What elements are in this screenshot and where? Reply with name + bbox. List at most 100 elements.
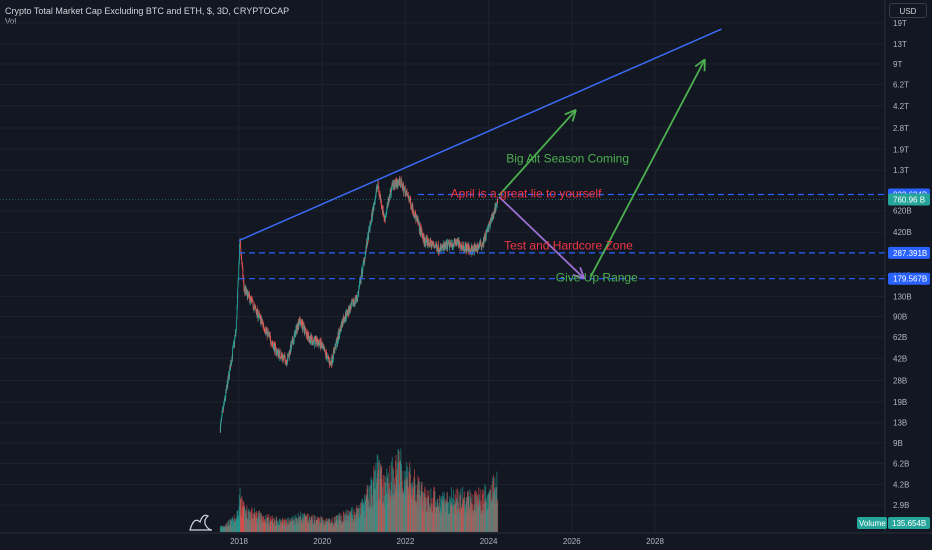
volume-bar — [226, 522, 228, 532]
candle-body — [351, 300, 353, 304]
candle-body — [221, 417, 223, 419]
currency-selector[interactable]: USD — [889, 3, 927, 18]
candle-body — [267, 331, 268, 337]
candle-body — [366, 241, 368, 245]
candle-body — [272, 343, 274, 346]
candle-body — [243, 278, 244, 282]
candle-body — [395, 179, 397, 188]
candle-body — [367, 235, 369, 245]
candle-body — [433, 244, 435, 246]
dinosaur-logo-icon — [189, 514, 213, 531]
candle-body — [248, 294, 250, 296]
candle-body — [357, 294, 359, 300]
candle-body — [280, 357, 282, 359]
grid — [0, 0, 885, 533]
candle-body — [249, 297, 251, 302]
volume-bar — [497, 499, 499, 532]
volume-bar — [364, 494, 366, 532]
candle-body — [366, 241, 368, 250]
candle-body — [270, 342, 272, 345]
annotation-text[interactable]: April is a great lie to yourself — [451, 186, 602, 200]
candle-body — [322, 346, 323, 348]
up-arrow-short-icon[interactable] — [498, 109, 577, 196]
candle-body — [392, 183, 394, 187]
candle-body — [400, 184, 401, 186]
price-tick-label: 1.3T — [893, 166, 909, 175]
candle-body — [394, 180, 396, 184]
candle-body — [385, 215, 387, 217]
candle-body — [421, 231, 423, 236]
candle-body — [419, 225, 421, 232]
candle-body — [373, 203, 375, 208]
resistance-trendline[interactable] — [238, 28, 722, 242]
candle-body — [238, 265, 240, 279]
candle-body — [241, 255, 242, 261]
candle-body — [496, 204, 498, 206]
price-tick-label: 4.2T — [893, 102, 909, 111]
price-tag-label: 287.391B — [893, 249, 927, 258]
candle-body — [258, 313, 260, 317]
candle-body — [338, 331, 339, 341]
candle-body — [320, 340, 322, 345]
down-arrow-icon[interactable] — [498, 196, 586, 280]
candle-body — [409, 196, 411, 202]
candle-body — [231, 356, 233, 363]
candle-body — [346, 310, 348, 315]
volume-indicator-label[interactable]: Vol — [5, 17, 17, 26]
candle-body — [254, 305, 256, 307]
candle-body — [445, 244, 447, 246]
candle-body — [281, 354, 283, 356]
candle-body — [324, 349, 326, 353]
candle-body — [349, 305, 351, 313]
candle-body — [361, 270, 362, 277]
candle-body — [338, 335, 340, 337]
annotation-text[interactable]: Big Alt Season Coming — [506, 152, 629, 166]
candle-body — [326, 355, 328, 360]
candle-body — [461, 246, 463, 248]
candle-body — [262, 323, 264, 327]
candle-body — [391, 185, 392, 191]
candle-body — [272, 343, 273, 345]
candle-body — [234, 335, 236, 339]
candle-body — [451, 242, 453, 245]
candle-body — [258, 313, 260, 315]
up-arrow-long-icon[interactable] — [589, 58, 706, 278]
candle-body — [293, 339, 294, 345]
volume-bar — [496, 471, 498, 532]
candle-body — [403, 189, 405, 193]
annotation-text[interactable]: Give Up Range — [556, 271, 638, 285]
candle-body — [279, 350, 281, 357]
candle-body — [408, 198, 410, 202]
candle-body — [302, 321, 304, 330]
candle-body — [492, 214, 494, 217]
annotation-text[interactable]: Test and Hardcore Zone — [504, 238, 633, 252]
candle-body — [241, 264, 243, 266]
candle-body — [222, 409, 224, 412]
candle-body — [418, 221, 420, 226]
candle-body — [407, 194, 409, 196]
candle-body — [258, 316, 259, 318]
dinosaur-shape — [189, 514, 213, 531]
candle-body — [464, 247, 466, 251]
candle-body — [383, 213, 385, 217]
candle-body — [309, 339, 310, 341]
volume-bar — [400, 448, 402, 532]
candle-body — [299, 319, 301, 324]
candle-body — [467, 245, 469, 247]
candle-body — [478, 245, 479, 249]
candle-body — [454, 241, 456, 243]
price-tick-label: 28B — [893, 377, 907, 386]
price-tick-label: 19T — [893, 19, 907, 28]
candle-body — [317, 339, 319, 345]
price-tags: 833.634B760.96 B287.391B179.567BVolume13… — [857, 188, 930, 529]
price-tag — [888, 193, 930, 206]
candle-body — [287, 355, 289, 362]
candle-body — [434, 246, 436, 248]
candle-body — [243, 281, 245, 288]
candle-body — [291, 340, 293, 343]
candle-body — [331, 355, 333, 363]
candle-body — [359, 283, 360, 288]
candle-body — [375, 194, 377, 198]
candle-body — [469, 251, 471, 253]
